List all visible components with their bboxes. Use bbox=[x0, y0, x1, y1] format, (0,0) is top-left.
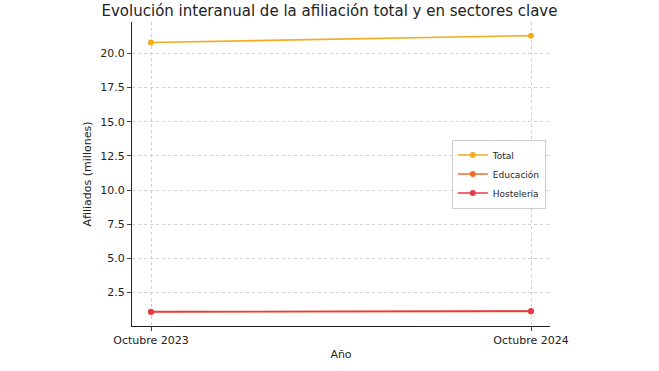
svg-text:7.5: 7.5 bbox=[107, 218, 125, 231]
svg-text:2.5: 2.5 bbox=[107, 286, 125, 299]
svg-text:Educación: Educación bbox=[493, 170, 539, 180]
svg-text:Hostelería: Hostelería bbox=[493, 189, 539, 199]
svg-text:10.0: 10.0 bbox=[100, 184, 125, 197]
svg-text:Octubre 2023: Octubre 2023 bbox=[113, 334, 189, 347]
svg-text:Total: Total bbox=[492, 151, 514, 161]
svg-text:Año: Año bbox=[330, 348, 351, 361]
svg-text:12.5: 12.5 bbox=[100, 150, 125, 163]
svg-text:5.0: 5.0 bbox=[107, 252, 125, 265]
svg-text:17.5: 17.5 bbox=[100, 81, 125, 94]
svg-text:Evolución interanual de la afi: Evolución interanual de la afiliación to… bbox=[102, 2, 558, 20]
svg-text:Afiliados (millones): Afiliados (millones) bbox=[81, 122, 94, 227]
svg-text:15.0: 15.0 bbox=[100, 116, 125, 129]
svg-text:20.0: 20.0 bbox=[100, 47, 125, 60]
svg-text:Octubre 2024: Octubre 2024 bbox=[493, 334, 569, 347]
